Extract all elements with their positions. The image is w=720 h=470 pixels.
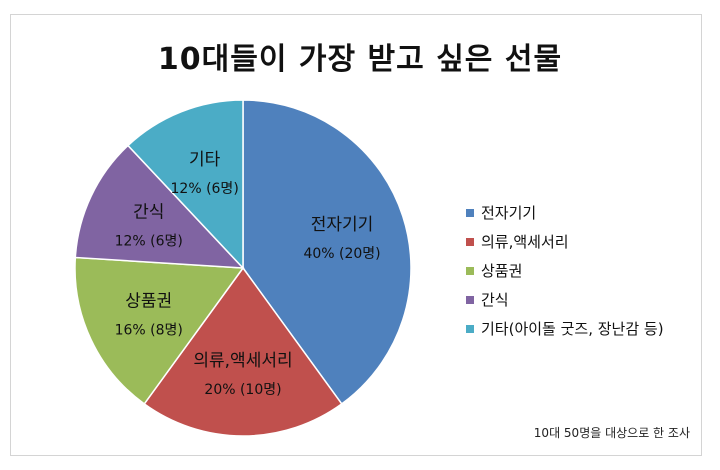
slice-value-label: 40% (20명) — [303, 246, 380, 262]
slice-value-label: 12% (6명) — [115, 234, 183, 250]
legend-item-clothing: 의류,액세서리 — [466, 227, 664, 256]
legend-label: 전자기기 — [481, 204, 537, 222]
legend-item-snacks: 간식 — [466, 285, 664, 314]
legend: 전자기기 의류,액세서리 상품권 간식 기타(아이돌 굿즈, 장난감 등) — [466, 198, 664, 343]
legend-swatch — [466, 208, 474, 217]
slice-name-label: 간식 — [133, 203, 164, 223]
legend-label: 기타(아이돌 굿즈, 장난감 등) — [481, 320, 664, 338]
slice-snacks — [74, 144, 245, 269]
slice-other — [126, 99, 244, 270]
legend-swatch — [466, 266, 474, 275]
slice-value-label: 20% (10명) — [204, 382, 281, 398]
slice-value-label: 16% (8명) — [115, 322, 183, 338]
legend-swatch — [466, 324, 474, 333]
legend-swatch — [466, 237, 474, 246]
slice-value-label: 12% (6명) — [171, 181, 239, 197]
legend-item-giftcard: 상품권 — [466, 256, 664, 285]
chart-title: 10대들이 가장 받고 싶은 선물 — [157, 42, 563, 77]
slice-name-label: 기타 — [189, 150, 221, 170]
legend-label: 상품권 — [481, 262, 523, 280]
slice-giftcard — [74, 256, 245, 405]
legend-label: 간식 — [481, 291, 509, 309]
slice-name-label: 의류,액세서리 — [193, 351, 292, 371]
legend-item-other: 기타(아이돌 굿즈, 장난감 등) — [466, 314, 664, 343]
legend-swatch — [466, 295, 474, 304]
legend-label: 의류,액세서리 — [481, 233, 569, 251]
legend-item-electronics: 전자기기 — [466, 198, 664, 227]
slice-name-label: 전자기기 — [311, 215, 374, 235]
slice-clothing — [143, 266, 343, 437]
slice-electronics — [242, 99, 412, 405]
slice-name-label: 상품권 — [125, 291, 172, 311]
footnote: 10대 50명을 대상으로 한 조사 — [533, 426, 690, 440]
